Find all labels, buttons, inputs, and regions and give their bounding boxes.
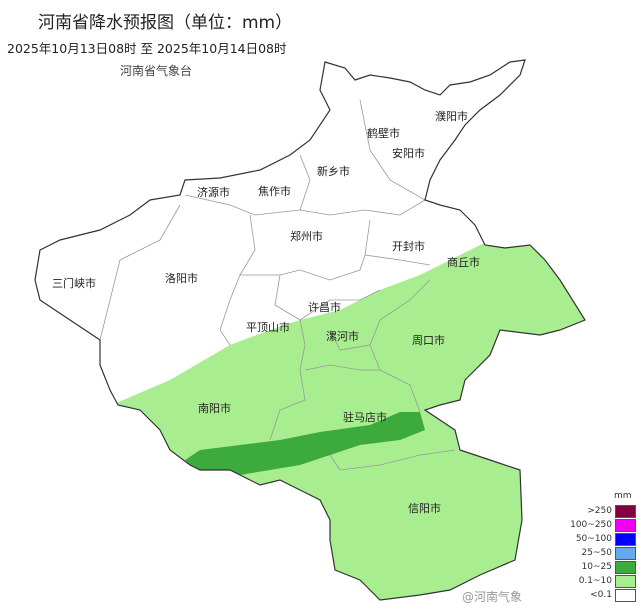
legend-label: <0.1 bbox=[590, 590, 612, 600]
legend-label: 25~50 bbox=[581, 548, 612, 558]
city-label: 周口市 bbox=[412, 333, 445, 347]
city-label: 安阳市 bbox=[392, 146, 425, 160]
city-label: 许昌市 bbox=[308, 300, 341, 314]
city-label: 郑州市 bbox=[290, 229, 323, 243]
city-label: 开封市 bbox=[392, 239, 425, 253]
city-label: 新乡市 bbox=[317, 164, 350, 178]
city-label: 漯河市 bbox=[326, 329, 359, 343]
legend-swatch bbox=[615, 574, 636, 588]
city-label: 三门峡市 bbox=[52, 276, 96, 290]
forecast-period: 2025年10月13日08时 至 2025年10月14日08时 bbox=[7, 41, 287, 56]
city-label: 鹤壁市 bbox=[367, 126, 400, 140]
legend-item: >250 bbox=[570, 504, 636, 518]
legend-label: 0.1~10 bbox=[578, 576, 612, 586]
city-label: 商丘市 bbox=[447, 255, 480, 269]
legend-item: <0.1 bbox=[570, 588, 636, 602]
city-label: 焦作市 bbox=[258, 184, 291, 198]
legend-item: 10~25 bbox=[570, 560, 636, 574]
legend-label: 10~25 bbox=[581, 562, 612, 572]
city-label: 信阳市 bbox=[408, 501, 441, 515]
map-title: 河南省降水预报图（单位：mm） bbox=[38, 13, 293, 33]
legend-swatch bbox=[615, 504, 636, 518]
city-label: 驻马店市 bbox=[343, 410, 387, 424]
legend-label: >250 bbox=[587, 506, 612, 516]
legend-item: 0.1~10 bbox=[570, 574, 636, 588]
watermark: @河南气象 bbox=[462, 590, 523, 604]
city-boundaries bbox=[99, 99, 456, 471]
legend-item: 100~250 bbox=[570, 518, 636, 532]
city-label: 平顶山市 bbox=[246, 320, 290, 334]
legend-item: 50~100 bbox=[570, 532, 636, 546]
legend-item: 25~50 bbox=[570, 546, 636, 560]
legend-swatch bbox=[615, 518, 636, 532]
legend-label: 50~100 bbox=[575, 534, 612, 544]
rain-zone-10-25 bbox=[185, 412, 425, 478]
city-label: 洛阳市 bbox=[165, 271, 198, 285]
city-label: 济源市 bbox=[197, 185, 230, 199]
legend-swatch bbox=[615, 532, 636, 546]
city-label: 濮阳市 bbox=[435, 109, 468, 123]
legend: >250 100~250 50~100 25~50 10~25 0.1~10 <0.1 bbox=[570, 504, 636, 602]
city-label: 南阳市 bbox=[198, 401, 231, 415]
legend-swatch bbox=[615, 560, 636, 574]
legend-swatch bbox=[615, 546, 636, 560]
legend-label: 100~250 bbox=[570, 520, 612, 530]
legend-swatch bbox=[615, 588, 636, 602]
legend-unit: mm bbox=[614, 491, 632, 501]
agency-name: 河南省气象台 bbox=[120, 64, 193, 78]
